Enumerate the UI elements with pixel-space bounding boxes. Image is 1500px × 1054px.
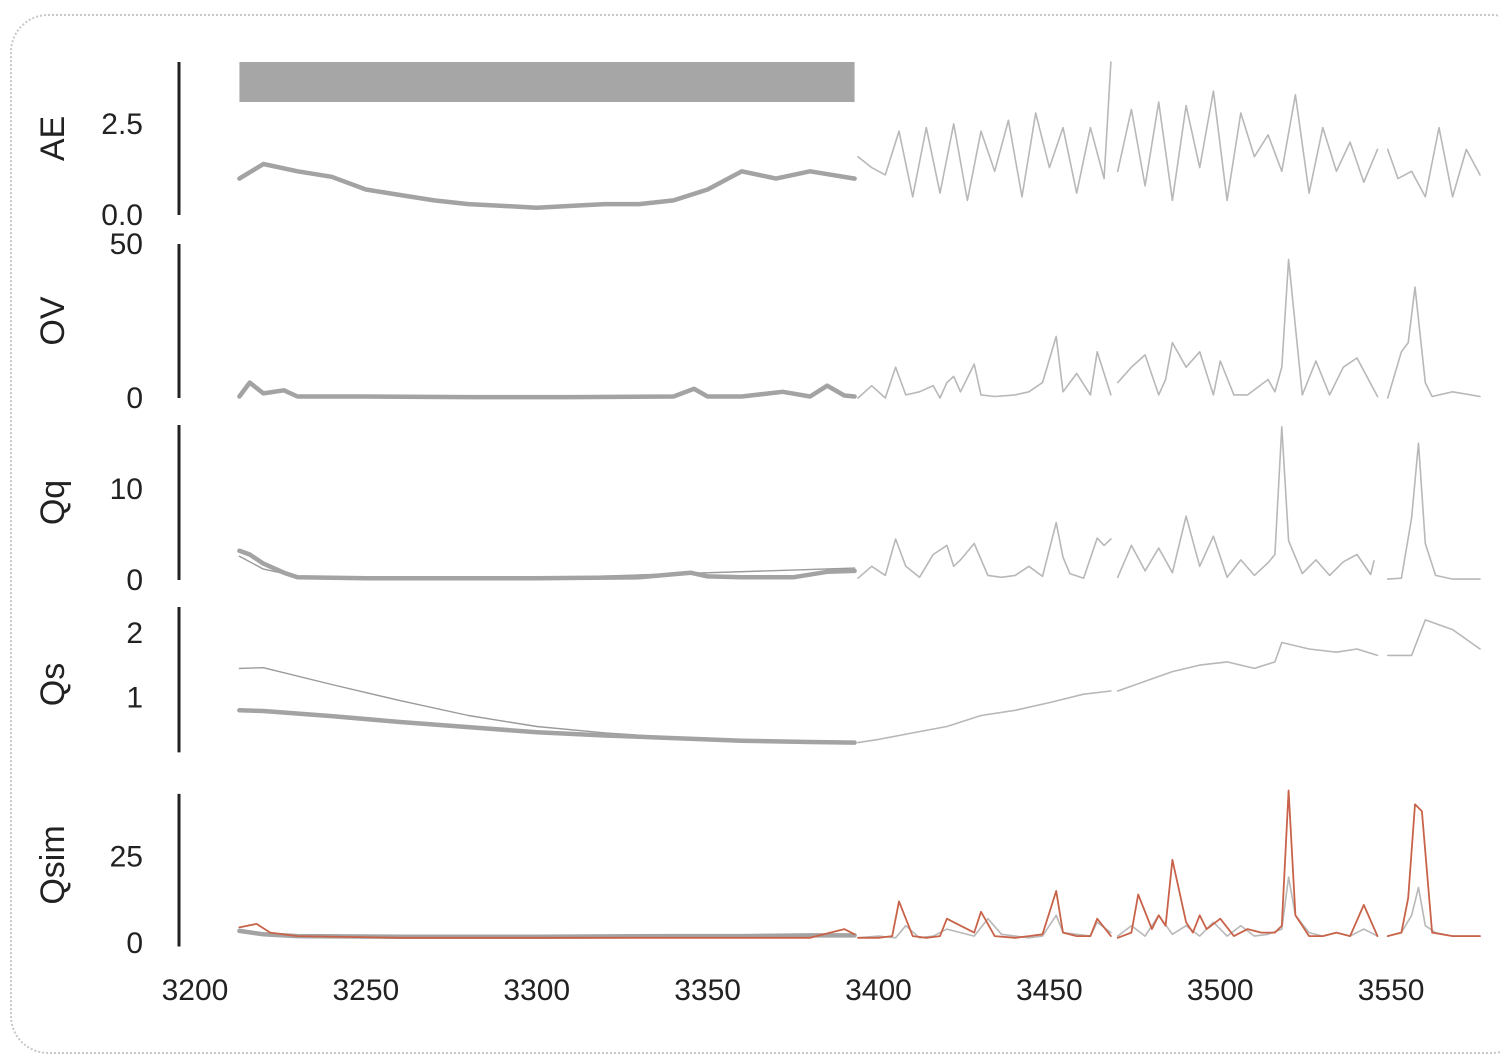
observed-line-segment xyxy=(1116,90,1379,202)
y-axis-label: AE xyxy=(34,116,72,161)
observed-line-segment xyxy=(1116,641,1379,692)
y-tick-label: 10 xyxy=(110,473,143,506)
y-tick-label: 2 xyxy=(126,617,143,650)
simulated-line-segment xyxy=(1386,803,1481,937)
panel-qs: 1 2 Qs xyxy=(34,607,1481,753)
y-tick-label: 50 xyxy=(110,228,143,261)
observed-thin-line xyxy=(238,555,856,579)
x-tick-label: 3300 xyxy=(503,974,570,1007)
x-tick-label: 3500 xyxy=(1187,974,1254,1007)
observed-thick-line xyxy=(237,548,857,581)
observed-line-segment xyxy=(857,335,1112,399)
y-tick-label: 0.0 xyxy=(101,199,143,232)
simulated-line-segment xyxy=(857,890,1112,939)
x-axis: 3200 3250 3300 3350 3400 3450 3500 3550 xyxy=(162,974,1425,1007)
x-tick-label: 3400 xyxy=(845,974,912,1007)
y-tick-label: 0 xyxy=(126,927,143,960)
observed-thick-line xyxy=(237,380,857,400)
observed-line-segment xyxy=(1386,619,1481,657)
x-tick-label: 3250 xyxy=(333,974,400,1007)
y-tick-label: 25 xyxy=(110,840,143,873)
observed-line-segment xyxy=(1386,126,1481,198)
annotation-bar xyxy=(239,62,855,102)
observed-line-segment xyxy=(1386,286,1481,399)
panel-qsim: 0 25 Qsim xyxy=(34,789,1481,960)
multi-panel-timeseries-chart: 0.0 2.5 AE 0 50 OV 0 10 Qq 1 2 Qs 0 25 Qsim 3200 3250 330… xyxy=(34,61,1481,1007)
y-axis-label: OV xyxy=(34,296,72,345)
panel-ov: 0 50 OV xyxy=(34,228,1481,415)
simulated-line-segment xyxy=(238,923,856,939)
observed-line-segment xyxy=(857,690,1112,744)
x-tick-label: 3350 xyxy=(674,974,741,1007)
observed-line-segment xyxy=(1386,442,1481,580)
y-tick-label: 1 xyxy=(126,681,143,714)
x-tick-label: 3450 xyxy=(1016,974,1083,1007)
panel-ae: 0.0 2.5 AE xyxy=(34,61,1481,232)
observed-line-segment xyxy=(857,521,1112,580)
x-tick-label: 3200 xyxy=(162,974,229,1007)
observed-line-segment xyxy=(1116,258,1379,398)
y-tick-label: 0 xyxy=(126,564,143,597)
x-tick-label: 3550 xyxy=(1358,974,1425,1007)
observed-thick-line xyxy=(237,708,857,745)
y-axis-label: Qsim xyxy=(34,825,72,904)
y-axis-label: Qs xyxy=(34,663,72,706)
panel-qq: 0 10 Qq xyxy=(34,425,1481,597)
y-axis-label: Qq xyxy=(34,480,72,525)
observed-line-segment xyxy=(857,914,1112,939)
observed-thick-line xyxy=(237,161,857,210)
observed-line-segment xyxy=(1116,425,1375,579)
simulated-line-segment xyxy=(1116,789,1379,939)
observed-line-segment xyxy=(1116,876,1379,937)
y-tick-label: 0 xyxy=(126,382,143,415)
y-tick-label: 2.5 xyxy=(101,108,143,141)
observed-line-segment xyxy=(857,61,1112,202)
observed-thick-line xyxy=(237,928,857,940)
